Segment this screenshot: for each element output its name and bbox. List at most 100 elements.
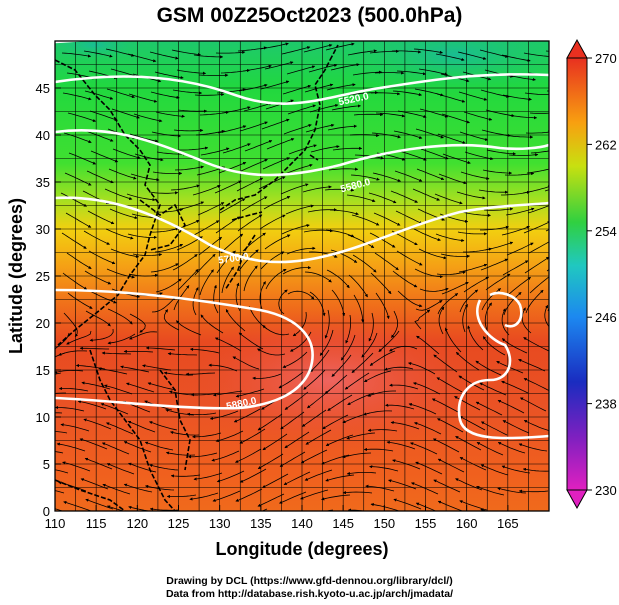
y-tick-label: 35 (36, 175, 50, 190)
streamline-arrow (437, 293, 459, 315)
streamline-arrow (128, 93, 158, 103)
streamline-arrow (363, 410, 393, 416)
streamline-arrow (389, 383, 419, 390)
streamline-arrow (89, 110, 118, 121)
x-tick-label: 110 (45, 516, 66, 531)
streamline-arrow (101, 442, 130, 455)
streamline-arrow (475, 401, 503, 416)
streamline-arrow (347, 234, 375, 249)
streamline-arrow (148, 421, 178, 431)
streamline-arrow (518, 359, 546, 372)
streamline-arrow (55, 430, 68, 434)
streamline-arrow (440, 253, 471, 258)
streamline-arrow (525, 289, 544, 314)
streamline-arrow (264, 61, 294, 70)
streamline-arrow (151, 296, 176, 313)
streamline-arrow (284, 431, 310, 449)
streamline-arrow (172, 89, 203, 95)
streamline-arrow (58, 386, 89, 392)
streamline-arrow (375, 112, 406, 118)
streamline-arrow (216, 470, 245, 483)
streamline-arrow (507, 276, 532, 296)
streamline-arrow (58, 350, 88, 356)
streamline-arrow (391, 50, 422, 54)
streamline-arrow (100, 403, 129, 415)
streamline-arrow (283, 124, 312, 135)
streamline-arrow (215, 430, 244, 443)
streamline-arrow (351, 214, 380, 226)
streamline-arrow (300, 489, 329, 500)
x-tick-label: 155 (415, 516, 437, 531)
streamline-arrow (218, 162, 247, 174)
streamline-arrow (279, 491, 307, 504)
streamline-arrow (147, 382, 177, 391)
streamline-arrow (441, 281, 469, 295)
streamline-arrow (303, 43, 333, 53)
streamline-arrow (437, 418, 464, 433)
streamline-arrow (497, 442, 526, 454)
streamline-arrow (396, 250, 423, 266)
streamline-arrow (130, 173, 160, 182)
streamline-arrow (528, 241, 549, 254)
streamline-arrow (257, 348, 286, 356)
colorbar: 230 238 246 254 262 270 (566, 38, 617, 510)
streamline-arrow (506, 242, 534, 256)
streamline-arrow (419, 287, 449, 292)
coastlines (55, 44, 339, 511)
colorbar-tick-label: 254 (595, 224, 617, 239)
streamline-arrow (331, 104, 362, 111)
streamline-arrow (480, 89, 510, 98)
x-tick-label: 165 (497, 516, 519, 531)
streamline-arrow (304, 469, 333, 481)
streamline-arrow (86, 170, 114, 184)
streamline-arrow (67, 112, 97, 123)
colorbar-tick-label: 230 (595, 483, 617, 498)
streamline-arrow (185, 372, 216, 376)
streamline-arrow (243, 265, 258, 292)
streamline-arrow (212, 490, 241, 502)
streamline-arrow (155, 278, 182, 293)
streamline-arrow (288, 144, 317, 155)
streamline-arrow (370, 92, 401, 96)
streamline-arrow (501, 465, 531, 474)
streamline-arrow (83, 230, 110, 245)
streamline-arrow (98, 367, 128, 375)
height-contours (55, 41, 549, 440)
streamline-arrow (239, 121, 268, 132)
streamline-arrow (260, 251, 285, 270)
streamline-arrow (193, 472, 223, 481)
streamline-arrow (282, 266, 312, 275)
streamline-arrow (123, 349, 154, 354)
streamline-arrow (413, 48, 444, 54)
streamline-arrow (106, 422, 134, 435)
streamline-arrow (56, 442, 86, 452)
streamline-arrow (436, 93, 466, 103)
streamline-arrow (303, 369, 326, 390)
streamline-arrow (386, 440, 416, 450)
streamline-arrow (507, 114, 538, 120)
streamline-arrow (444, 327, 462, 353)
colorbar-tick-label: 238 (595, 397, 617, 412)
streamline-arrow (129, 133, 159, 143)
streamline-arrow (150, 263, 179, 273)
streamline-arrow (325, 474, 355, 482)
streamline-arrow (502, 420, 530, 434)
streamline-arrow (392, 90, 423, 97)
streamline-arrow (505, 207, 535, 216)
y-axis: 0 5 10 15 20 25 30 35 40 45 (36, 81, 61, 519)
streamline-arrow (55, 469, 69, 474)
streamline-arrow (352, 254, 377, 273)
streamline-arrow (169, 431, 200, 436)
streamline-arrow (390, 421, 420, 430)
chart-title: GSM 00Z25Oct2023 (500.0hPa) (156, 4, 463, 27)
streamline-arrow (177, 269, 199, 291)
streamline-arrow (326, 269, 350, 289)
streamline-arrow (112, 148, 141, 160)
streamline-arrow (373, 212, 401, 226)
streamline-arrow (464, 151, 494, 161)
streamline-arrow (281, 46, 311, 55)
streamline-arrow (126, 193, 156, 202)
streamline-arrow (436, 377, 463, 393)
streamline-arrow (458, 91, 488, 101)
streamline-arrow (480, 464, 509, 476)
